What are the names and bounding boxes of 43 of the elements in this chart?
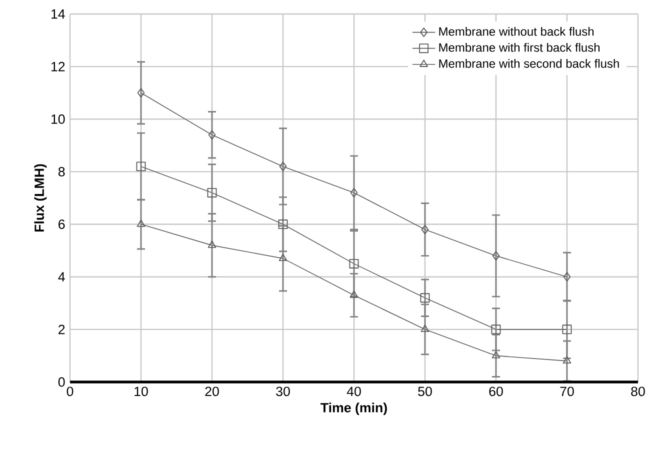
y-tick-label: 2	[58, 324, 65, 334]
point	[350, 290, 358, 298]
x-axis-title: Time (min)	[320, 402, 387, 416]
y-axis-title: Flux (LMH)	[34, 164, 47, 232]
y-tick-label: 14	[51, 9, 65, 19]
point	[207, 188, 217, 198]
point	[492, 251, 500, 261]
point	[350, 188, 358, 198]
point	[562, 324, 572, 334]
point	[137, 88, 145, 98]
point	[491, 324, 501, 334]
x-tick-label: 30	[276, 386, 290, 396]
point	[208, 130, 216, 140]
y-tick-label: 6	[58, 220, 65, 229]
x-tick-label: 0	[66, 386, 74, 396]
point	[278, 220, 288, 230]
y-tick-label: 8	[58, 166, 65, 176]
point	[136, 162, 146, 172]
legend-label: Membrane with second back flush	[439, 59, 619, 68]
x-tick-label: 80	[631, 386, 645, 396]
point	[279, 162, 287, 172]
point	[420, 324, 430, 332]
y-tick-label: 12	[51, 62, 65, 72]
point	[349, 258, 359, 268]
y-tick-label: 0	[58, 377, 65, 387]
point	[562, 356, 572, 364]
y-tick-label: 10	[51, 114, 65, 124]
point	[421, 224, 429, 234]
x-tick-label: 50	[418, 386, 432, 396]
point	[420, 293, 430, 303]
point	[278, 254, 288, 262]
legend-label: Membrane with first back flush	[439, 42, 600, 52]
point	[492, 350, 500, 358]
point	[208, 240, 216, 248]
x-tick-label: 20	[205, 386, 219, 396]
point	[136, 220, 146, 227]
x-tick-label: 10	[134, 386, 148, 396]
x-tick-label: 40	[346, 386, 361, 396]
x-tick-label: 70	[560, 386, 574, 396]
legend-label: Membrane without back flush	[439, 26, 594, 36]
point	[563, 272, 571, 282]
x-tick-label: 60	[489, 386, 503, 396]
y-tick-label: 4	[58, 272, 65, 282]
